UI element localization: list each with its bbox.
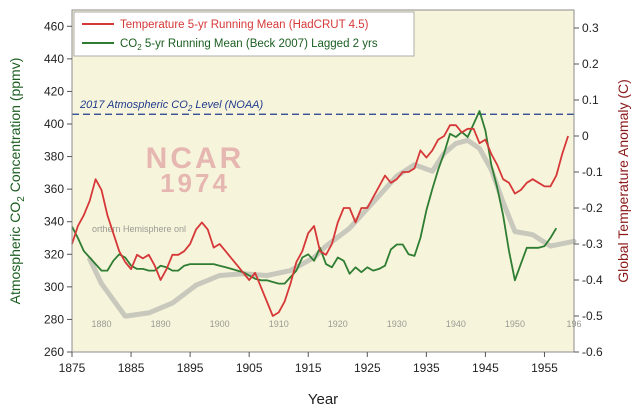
- left-tick-label: 280: [44, 312, 64, 326]
- right-tick-label: 0: [582, 129, 589, 143]
- reference-line-label: 2017 Atmospheric CO2 Level (NOAA): [79, 99, 264, 113]
- background-inset-tick: 1900: [210, 319, 230, 329]
- right-tick-label: 0.3: [582, 21, 599, 35]
- right-tick-label: -0.5: [582, 309, 603, 323]
- left-tick-label: 440: [44, 52, 64, 66]
- watermark-ncar: NCAR: [146, 142, 245, 175]
- background-inset-tick: 1940: [446, 319, 466, 329]
- legend-label-temperature: Temperature 5-yr Running Mean (HadCRUT 4…: [120, 19, 369, 31]
- left-tick-label: 320: [44, 247, 64, 261]
- right-tick-label: -0.1: [582, 165, 603, 179]
- temperature-series-line: [71, 124, 569, 317]
- left-tick-label: 400: [44, 117, 64, 131]
- plot-frame: [71, 9, 575, 353]
- right-axis-label: Global Temperature Anomaly (C): [615, 79, 631, 283]
- background-ncar-curve: [87, 137, 577, 319]
- left-tick-label: 460: [44, 19, 64, 33]
- background-inset-tick: 1950: [505, 319, 525, 329]
- left-tick-label: 340: [44, 215, 64, 229]
- x-tick-label: 1915: [295, 361, 322, 375]
- right-tick-label: -0.2: [582, 201, 603, 215]
- watermark-year: 1974: [160, 168, 230, 198]
- background-inset-tick: 1890: [151, 319, 171, 329]
- x-tick-label: 1885: [118, 361, 145, 375]
- left-tick-label: 360: [44, 182, 64, 196]
- right-tick-label: -0.6: [582, 345, 603, 359]
- left-tick-label: 420: [44, 84, 64, 98]
- x-tick-label: 1945: [472, 361, 499, 375]
- background-snippet-text: orthern Hemisphere onl: [92, 224, 186, 234]
- left-tick-label: 380: [44, 150, 64, 164]
- background-inset-tick: 1910: [269, 319, 289, 329]
- x-tick-label: 1875: [59, 361, 86, 375]
- x-tick-label: 1925: [354, 361, 381, 375]
- legend-label-co2: CO2 5-yr Running Mean (Beck 2007) Lagged…: [120, 38, 378, 52]
- x-tick-label: 1905: [236, 361, 263, 375]
- x-tick-label: 1895: [177, 361, 204, 375]
- plot-background: [72, 10, 574, 352]
- left-axis-label: Atmospheric CO2 Concentration (ppmv): [7, 58, 27, 305]
- right-tick-label: 0.1: [582, 93, 599, 107]
- legend: Temperature 5-yr Running Mean (HadCRUT 4…: [73, 11, 415, 57]
- right-tick-label: 0.2: [582, 57, 599, 71]
- x-tick-label: 1935: [413, 361, 440, 375]
- x-tick-label: 1955: [531, 361, 558, 375]
- co2-series-line: [71, 110, 558, 285]
- background-inset-tick: 1930: [387, 319, 407, 329]
- left-tick-label: 260: [44, 345, 64, 359]
- left-tick-label: 300: [44, 280, 64, 294]
- right-tick-label: -0.3: [582, 237, 603, 251]
- legend-box: [73, 11, 415, 57]
- x-axis-label: Year: [308, 391, 338, 408]
- background-inset-tick: 1880: [92, 319, 112, 329]
- right-tick-label: -0.4: [582, 273, 603, 287]
- background-inset-tick: 1920: [328, 319, 348, 329]
